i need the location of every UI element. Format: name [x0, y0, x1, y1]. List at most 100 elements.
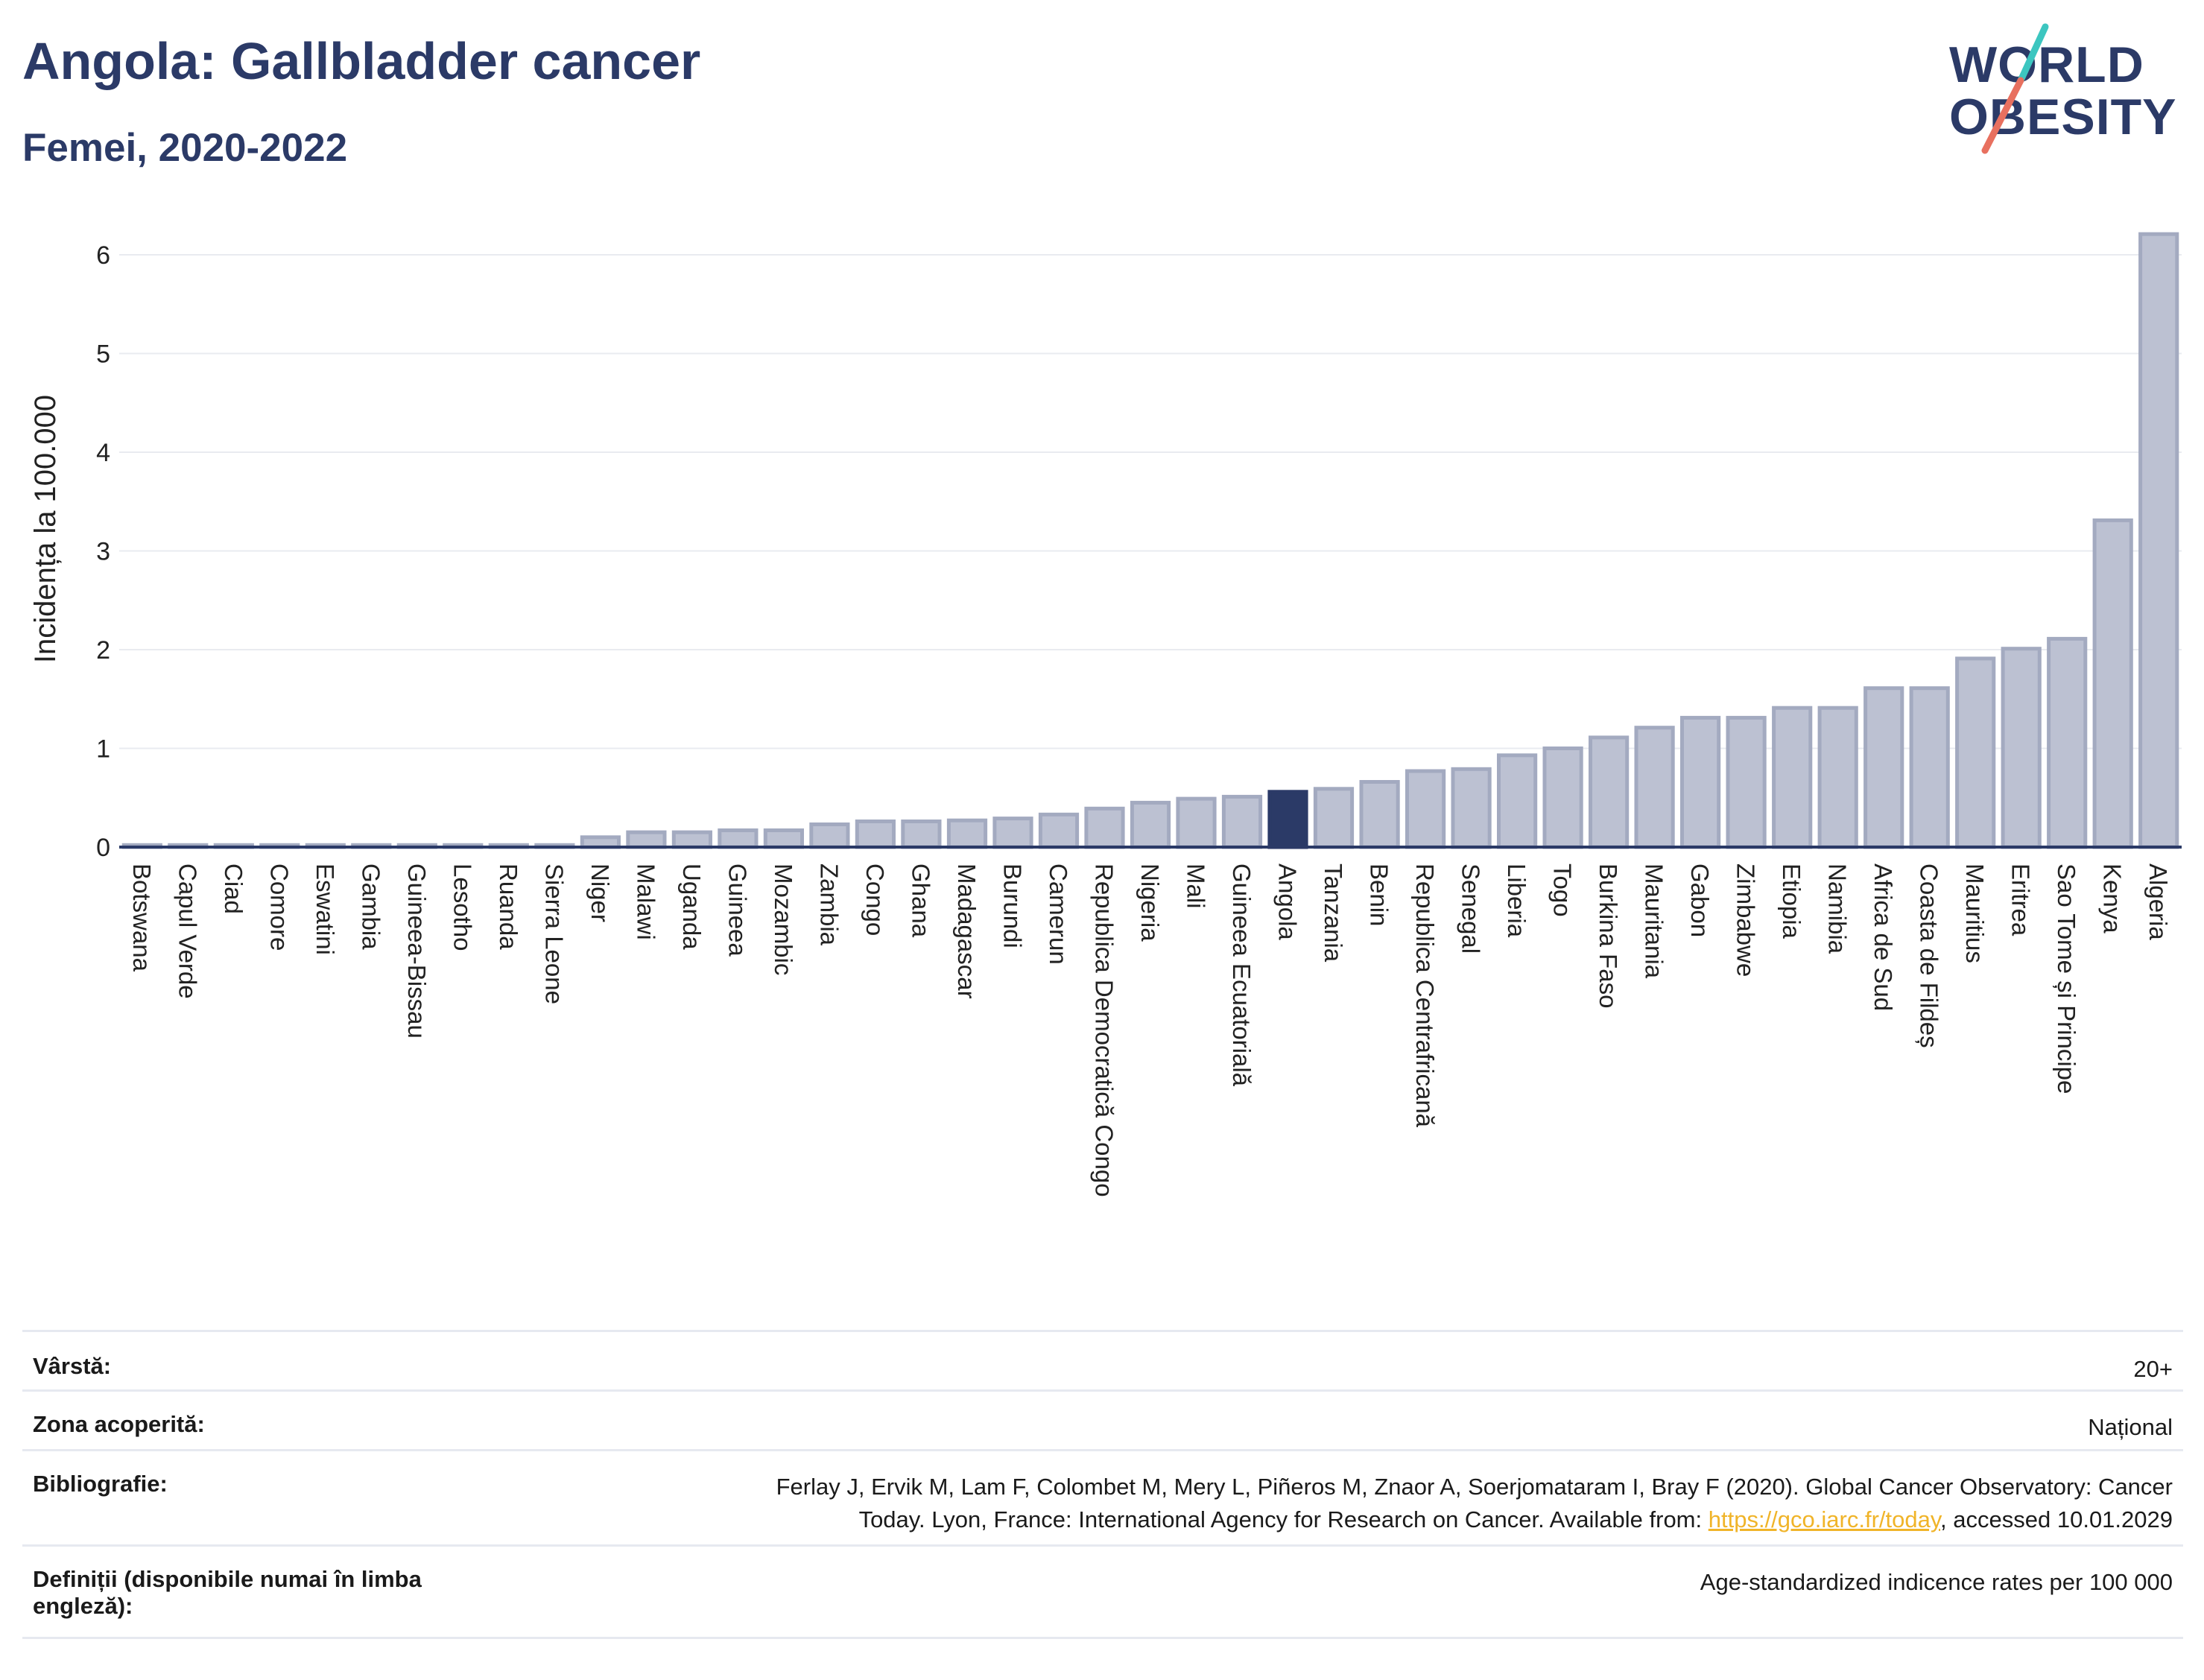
x-tick-label: Zambia — [815, 863, 843, 946]
bar — [2138, 232, 2179, 849]
grid-lines — [119, 254, 2182, 749]
bibliography-text-1: Ferlay J, Ervik M, Lam F, Colombet M, Me… — [776, 1474, 2173, 1500]
y-axis-label: Incidența la 100.000 — [29, 395, 62, 663]
x-tick-label: Coasta de Fildeș — [1916, 863, 1943, 1048]
x-tick-label: Eswatini — [311, 863, 339, 955]
x-tick-label: Congo — [861, 863, 889, 936]
bar — [1726, 715, 1767, 849]
bar — [901, 820, 942, 849]
y-tick-label: 0 — [96, 834, 110, 862]
x-tick-label: Botswana — [128, 863, 156, 972]
x-tick-label: Mozambic — [770, 863, 797, 975]
bibliography-value: Ferlay J, Ervik M, Lam F, Colombet M, Me… — [499, 1449, 2183, 1546]
x-tick-label: Madagascar — [953, 863, 981, 999]
world-obesity-logo: WORLD OBESITY — [1937, 22, 2191, 156]
x-tick-label: Benin — [1366, 863, 1393, 926]
x-tick-label: Comore — [265, 863, 293, 951]
bar — [763, 828, 805, 849]
x-tick-label: Lesotho — [449, 863, 476, 951]
bibliography-text-2: Today. Lyon, France: International Agenc… — [858, 1506, 1709, 1532]
definitions-value: Age-standardized indicence rates per 100… — [499, 1544, 2183, 1639]
x-tick-label: Etiopia — [1778, 863, 1805, 939]
x-tick-label: Malawi — [632, 863, 659, 940]
bar — [1405, 769, 1446, 849]
age-label: Vârstă: — [22, 1330, 499, 1391]
y-tick-label: 5 — [96, 340, 110, 369]
x-tick-label: Mali — [1182, 863, 1210, 909]
y-axis-ticks: 0 1 2 3 4 5 6 — [96, 241, 110, 862]
bar-chart: 0 1 2 3 4 5 6 Botswana Capul Verde Ciad Comore Esw… — [29, 232, 2182, 1197]
x-tick-label: Sao Tome și Principe — [2053, 863, 2080, 1094]
x-tick-label: Mauritania — [1641, 863, 1668, 979]
x-tick-label: Africa de Sud — [1869, 863, 1897, 1011]
logo-line-2: OBESITY — [1949, 89, 2177, 145]
bibliography-link[interactable]: https://gco.iarc.fr/today — [1708, 1506, 1941, 1532]
x-tick-label: Zimbabwe — [1732, 863, 1760, 977]
age-value: 20+ — [499, 1330, 2183, 1391]
y-tick-label: 3 — [96, 538, 110, 566]
meta-row-coverage: Zona acoperită: Național — [22, 1389, 2183, 1451]
bar — [1176, 796, 1217, 849]
x-tick-label: Mauritius — [1961, 863, 1989, 963]
bar — [1634, 726, 1675, 849]
x-tick-label: Republica Democratică Congo — [1091, 863, 1118, 1197]
x-tick-label: Niger — [586, 863, 614, 922]
bar — [1497, 753, 1538, 849]
bibliography-text-3: , accessed 10.01.2029 — [1940, 1506, 2173, 1532]
page-subtitle: Femei, 2020-2022 — [22, 126, 348, 170]
bar — [946, 818, 988, 849]
x-tick-label: Ghana — [907, 863, 934, 938]
bar — [809, 822, 850, 849]
y-tick-label: 6 — [96, 241, 110, 270]
x-tick-label: Guineea Ecuatorială — [1228, 863, 1255, 1087]
bar — [855, 820, 896, 849]
y-tick-label: 4 — [96, 439, 110, 467]
x-tick-label: Camerun — [1045, 863, 1072, 965]
x-tick-label: Senegal — [1457, 863, 1485, 954]
x-tick-label: Burkina Faso — [1595, 863, 1622, 1008]
bar — [1313, 787, 1355, 849]
bar — [1451, 767, 1492, 849]
bar — [1909, 686, 1950, 849]
x-tick-label: Republica Centrafricană — [1411, 863, 1439, 1128]
x-tick-label: Tanzania — [1320, 863, 1347, 963]
logo-line-1: WORLD — [1949, 37, 2144, 93]
y-tick-label: 2 — [96, 636, 110, 665]
bar — [1542, 747, 1583, 849]
x-tick-label: Ciad — [220, 863, 247, 914]
x-tick-label: Algeria — [2144, 863, 2172, 940]
x-tick-label: Burundi — [999, 863, 1027, 948]
bar — [2001, 647, 2042, 849]
bar — [1038, 812, 1080, 849]
bar — [1589, 735, 1630, 849]
bibliography-label: Bibliografie: — [22, 1449, 499, 1546]
x-tick-label: Guineea-Bissau — [403, 863, 431, 1039]
bar — [1772, 706, 1813, 849]
bar — [1221, 794, 1263, 849]
bar — [1680, 715, 1721, 849]
page-title: Angola: Gallbladder cancer — [22, 32, 701, 90]
bar — [1267, 790, 1308, 849]
meta-row-age: Vârstă: 20+ — [22, 1330, 2183, 1391]
bar — [1863, 686, 1904, 849]
bar — [1359, 780, 1400, 849]
bar — [718, 828, 759, 849]
coverage-value: Național — [499, 1389, 2183, 1451]
x-tick-label: Gambia — [357, 863, 384, 950]
x-tick-label: Ruanda — [495, 863, 522, 950]
x-tick-label: Angola — [1274, 863, 1302, 940]
x-tick-label: Togo — [1549, 863, 1577, 917]
bar — [626, 830, 667, 849]
x-tick-label: Liberia — [1503, 863, 1530, 938]
x-axis-labels: Botswana Capul Verde Ciad Comore Eswatini Gam… — [128, 863, 2172, 1197]
bar — [671, 830, 712, 849]
x-tick-label: Capul Verde — [174, 863, 201, 999]
bar — [1955, 656, 1996, 849]
logo-slash-icon — [1981, 23, 2049, 154]
bars — [121, 232, 2179, 849]
definitions-label: Definiții (disponibile numai în limba en… — [22, 1544, 499, 1639]
logo-slash-teal — [2017, 23, 2049, 84]
x-tick-label: Gabon — [1686, 863, 1714, 937]
meta-row-bibliography: Bibliografie: Ferlay J, Ervik M, Lam F, … — [22, 1449, 2183, 1546]
meta-row-definitions: Definiții (disponibile numai în limba en… — [22, 1544, 2183, 1639]
